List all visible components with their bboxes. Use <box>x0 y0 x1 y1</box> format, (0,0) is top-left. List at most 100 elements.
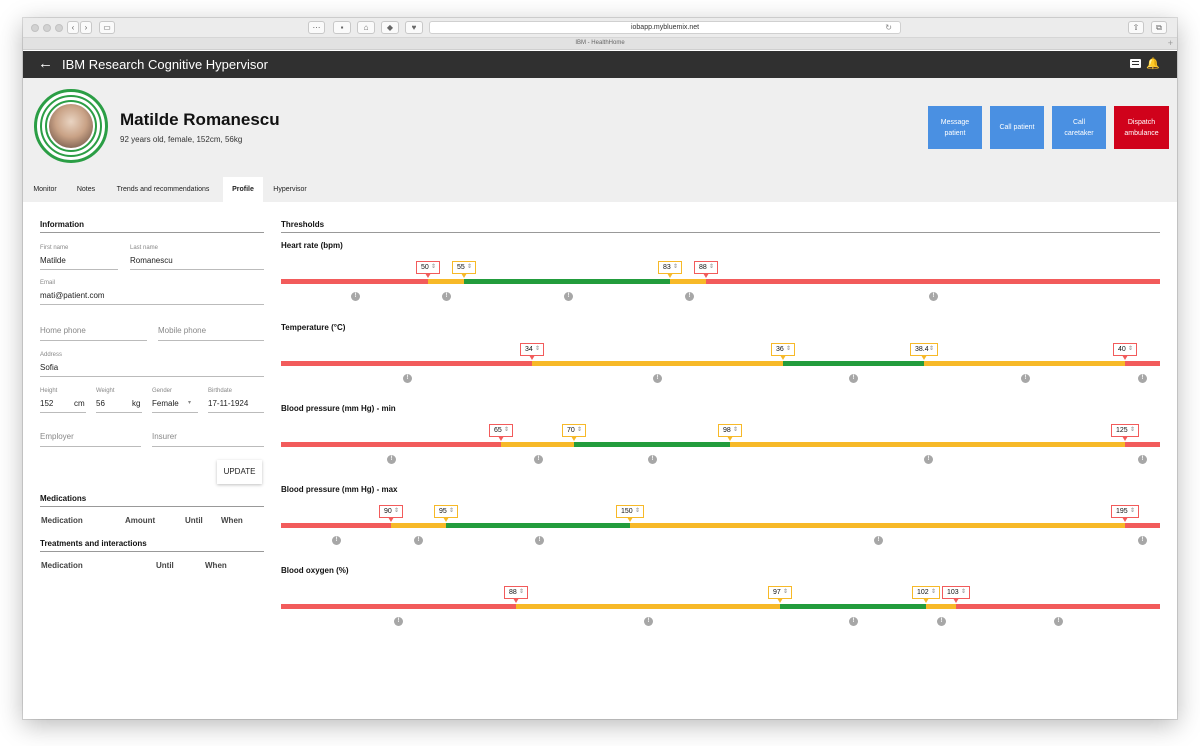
stepper-icon[interactable]: ⇕ <box>576 427 582 433</box>
dispatch-ambulance-button[interactable]: Dispatch ambulance <box>1114 106 1169 149</box>
bell-icon[interactable]: 🔔 <box>1146 58 1160 70</box>
threshold-input[interactable]: 95 ⇕ <box>434 505 458 522</box>
stepper-icon[interactable]: ⇕ <box>430 264 436 270</box>
info-icon[interactable]: ! <box>351 292 360 301</box>
info-icon[interactable]: ! <box>849 617 858 626</box>
sidebar-icon[interactable]: ▭ <box>99 21 115 34</box>
stepper-icon[interactable]: ⇕ <box>393 508 399 514</box>
chevron-down-icon[interactable]: ▾ <box>188 400 192 406</box>
info-icon[interactable]: ! <box>394 617 403 626</box>
threshold-input[interactable]: 103 ⇕ <box>942 586 970 603</box>
info-icon[interactable]: ! <box>644 617 653 626</box>
threshold-input[interactable]: 83 ⇕ <box>658 261 682 278</box>
info-icon[interactable]: ! <box>653 374 662 383</box>
info-icon[interactable]: ! <box>332 536 341 545</box>
threshold-input[interactable]: 97 ⇕ <box>768 586 792 603</box>
threshold-input[interactable]: 55 ⇕ <box>452 261 476 278</box>
info-icon[interactable]: ! <box>1054 617 1063 626</box>
zoom-window-icon[interactable] <box>55 24 63 32</box>
stepper-icon[interactable]: ⇕ <box>708 264 714 270</box>
birthdate-field[interactable]: 17-11-1924 <box>208 399 249 408</box>
info-icon[interactable]: ! <box>929 292 938 301</box>
stepper-icon[interactable]: ⇕ <box>1127 346 1133 352</box>
threshold-input[interactable]: 36 ⇕ <box>771 343 795 360</box>
info-icon[interactable]: ! <box>442 292 451 301</box>
arrow-left-icon[interactable]: ← <box>38 55 53 72</box>
info-icon[interactable]: ! <box>414 536 423 545</box>
weight-field[interactable]: 56 <box>96 399 105 408</box>
close-window-icon[interactable] <box>31 24 39 32</box>
info-icon[interactable]: ! <box>849 374 858 383</box>
pocket-icon[interactable]: ♥ <box>405 21 423 34</box>
info-icon[interactable]: ! <box>924 455 933 464</box>
home-phone-field[interactable]: Home phone <box>40 326 86 335</box>
threshold-input[interactable]: 34 ⇕ <box>520 343 544 360</box>
threshold-input[interactable]: 195 ⇕ <box>1111 505 1139 522</box>
stepper-icon[interactable]: ⇕ <box>1129 508 1135 514</box>
download-icon[interactable]: ▪ <box>333 21 351 34</box>
threshold-input[interactable]: 88 ⇕ <box>694 261 718 278</box>
stepper-icon[interactable]: ⇕ <box>785 346 791 352</box>
stepper-icon[interactable]: ⇕ <box>930 589 936 595</box>
threshold-input[interactable]: 150 ⇕ <box>616 505 644 522</box>
stepper-icon[interactable]: ⇕ <box>672 264 678 270</box>
gender-select[interactable]: Female <box>152 399 179 408</box>
email-field[interactable]: mati@patient.com <box>40 291 105 300</box>
stepper-icon[interactable]: ⇕ <box>732 427 738 433</box>
call-caretaker-button[interactable]: Call caretaker <box>1052 106 1106 149</box>
height-field[interactable]: 152 <box>40 399 54 408</box>
tabs-overview-icon[interactable]: ⧉ <box>1151 21 1167 34</box>
threshold-input[interactable]: 98 ⇕ <box>718 424 742 441</box>
stepper-icon[interactable]: ⇕ <box>1129 427 1135 433</box>
info-icon[interactable]: ! <box>874 536 883 545</box>
info-icon[interactable]: ! <box>534 455 543 464</box>
chat-icon[interactable] <box>1130 59 1141 68</box>
share-icon[interactable]: ⇧ <box>1128 21 1144 34</box>
tab-trends[interactable]: Trends and recommendations <box>116 186 210 193</box>
stepper-icon[interactable]: ⇕ <box>448 508 454 514</box>
info-icon[interactable]: ! <box>1138 455 1147 464</box>
tab-notes[interactable]: Notes <box>76 186 96 193</box>
stepper-icon[interactable]: ⇕ <box>960 589 966 595</box>
threshold-input[interactable]: 50 ⇕ <box>416 261 440 278</box>
tag-icon[interactable]: ◆ <box>381 21 399 34</box>
stepper-icon[interactable]: ⇕ <box>518 589 524 595</box>
info-icon[interactable]: ! <box>1021 374 1030 383</box>
url-bar[interactable]: iobapp.mybluemix.net ↻ <box>429 21 901 34</box>
tab-hypervisor[interactable]: Hypervisor <box>273 186 307 193</box>
threshold-input[interactable]: 38.4 ⇕ <box>910 343 938 360</box>
info-icon[interactable]: ! <box>1138 536 1147 545</box>
home-icon[interactable]: ⌂ <box>357 21 375 34</box>
info-icon[interactable]: ! <box>387 455 396 464</box>
threshold-input[interactable]: 40 ⇕ <box>1113 343 1137 360</box>
insurer-field[interactable]: Insurer <box>152 432 177 441</box>
threshold-input[interactable]: 65 ⇕ <box>489 424 513 441</box>
info-icon[interactable]: ! <box>937 617 946 626</box>
address-field[interactable]: Sofia <box>40 363 59 372</box>
browser-tab-title[interactable]: IBM - HealthHome <box>575 40 625 46</box>
threshold-input[interactable]: 125 ⇕ <box>1111 424 1139 441</box>
tab-profile[interactable]: Profile <box>223 177 263 202</box>
stepper-icon[interactable]: ⇕ <box>503 427 509 433</box>
stepper-icon[interactable]: ⇕ <box>782 589 788 595</box>
message-patient-button[interactable]: Message patient <box>928 106 982 149</box>
info-icon[interactable]: ! <box>403 374 412 383</box>
threshold-input[interactable]: 70 ⇕ <box>562 424 586 441</box>
new-tab-icon[interactable]: + <box>1167 38 1173 48</box>
employer-field[interactable]: Employer <box>40 432 74 441</box>
tab-monitor[interactable]: Monitor <box>33 186 57 193</box>
call-patient-button[interactable]: Call patient <box>990 106 1044 149</box>
stepper-icon[interactable]: ⇕ <box>534 346 540 352</box>
back-nav-icon[interactable]: ‹ <box>67 21 79 34</box>
info-icon[interactable]: ! <box>648 455 657 464</box>
first-name-field[interactable]: Matilde <box>40 256 66 265</box>
mobile-phone-field[interactable]: Mobile phone <box>158 326 207 335</box>
threshold-input[interactable]: 102 ⇕ <box>912 586 940 603</box>
stepper-icon[interactable]: ⇕ <box>466 264 472 270</box>
update-button[interactable]: UPDATE <box>217 460 262 484</box>
threshold-input[interactable]: 90 ⇕ <box>379 505 403 522</box>
info-icon[interactable]: ! <box>564 292 573 301</box>
info-icon[interactable]: ! <box>535 536 544 545</box>
stepper-icon[interactable]: ⇕ <box>928 346 934 352</box>
minimize-window-icon[interactable] <box>43 24 51 32</box>
